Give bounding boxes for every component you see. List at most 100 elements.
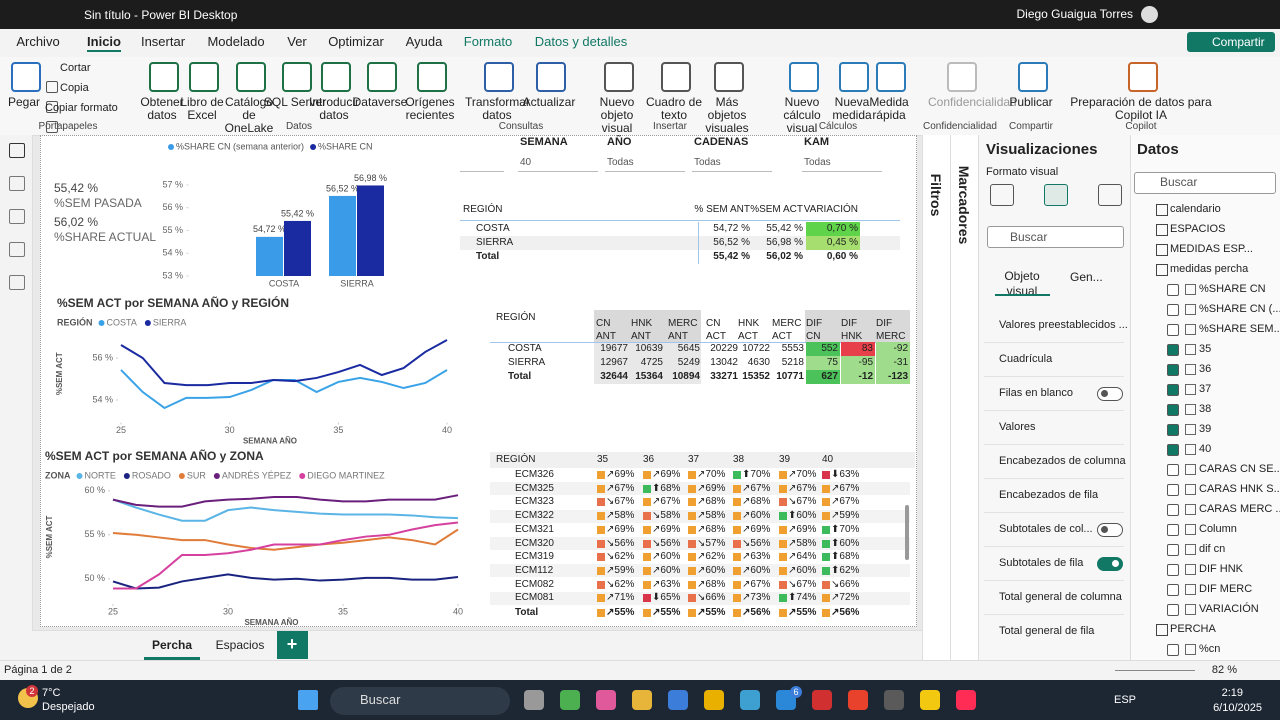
table-name[interactable]: medidas percha	[1170, 263, 1249, 275]
taskbar-app[interactable]	[668, 690, 688, 710]
checkbox[interactable]	[1167, 444, 1179, 456]
taskbar-app[interactable]	[920, 690, 940, 710]
menu-tab[interactable]: Datos y detalles	[534, 34, 628, 49]
ribbon-icon[interactable]	[484, 62, 514, 92]
slicer-value[interactable]: Todas	[694, 157, 721, 168]
checkbox[interactable]	[1167, 644, 1179, 656]
ribbon-button[interactable]: Más objetos visuales	[705, 95, 749, 135]
taskbar-app[interactable]	[812, 690, 832, 710]
checkbox[interactable]	[1167, 464, 1179, 476]
ribbon-button[interactable]: Nueva medida	[832, 95, 872, 122]
viz-tool[interactable]	[990, 184, 1014, 206]
ribbon-icon[interactable]	[1018, 62, 1048, 92]
ribbon-icon[interactable]	[604, 62, 634, 92]
slicer-dropdown[interactable]	[692, 171, 772, 172]
ribbon-button[interactable]: Cortar	[60, 62, 91, 74]
page-tab[interactable]: Espacios	[215, 638, 265, 652]
ribbon-icon[interactable]	[714, 62, 744, 92]
ribbon-button[interactable]: Pegar	[7, 95, 41, 109]
window-control[interactable]	[1248, 6, 1272, 23]
field-name[interactable]: 38	[1199, 403, 1212, 415]
format-section[interactable]: Valores	[999, 421, 1036, 433]
field-name[interactable]: DIF MERC	[1199, 583, 1253, 595]
ribbon-icon[interactable]	[321, 62, 351, 92]
viz-tool[interactable]	[1044, 184, 1068, 206]
format-section[interactable]: Cuadrícula	[999, 353, 1053, 365]
ribbon-icon[interactable]	[367, 62, 397, 92]
slicer-dropdown[interactable]	[460, 171, 504, 172]
search-placeholder[interactable]: Buscar	[360, 692, 401, 707]
slicer-dropdown[interactable]	[605, 171, 685, 172]
menu-tab[interactable]: Archivo	[16, 34, 60, 49]
format-section[interactable]: Encabezados de fila	[999, 489, 1099, 501]
taskbar-app[interactable]	[956, 690, 976, 710]
window-control[interactable]	[1212, 6, 1236, 23]
table-name[interactable]: PERCHA	[1170, 623, 1216, 635]
menu-tab[interactable]: Ayuda	[405, 34, 443, 49]
field-name[interactable]: 40	[1199, 443, 1212, 455]
format-section[interactable]: Subtotales de fila	[999, 557, 1084, 569]
checkbox[interactable]	[1167, 404, 1179, 416]
field-name[interactable]: %SHARE CN (...	[1199, 303, 1280, 315]
field-name[interactable]: CARAS MERC ...	[1199, 503, 1280, 515]
table-name[interactable]: ESPACIOS	[1170, 223, 1226, 235]
taskbar-app[interactable]	[524, 690, 544, 710]
slicer-value[interactable]: Todas	[607, 157, 634, 168]
table-name[interactable]: calendario	[1170, 203, 1221, 215]
menu-tab[interactable]: Insertar	[140, 34, 186, 49]
ribbon-icon[interactable]	[149, 62, 179, 92]
left-nav-model[interactable]	[9, 209, 25, 224]
menu-tab[interactable]: Ver	[287, 34, 307, 49]
format-section[interactable]: Total general de fila	[999, 625, 1095, 637]
ribbon-button[interactable]: Publicar	[1009, 95, 1053, 109]
checkbox[interactable]	[1167, 604, 1179, 616]
slicer-value[interactable]: 40	[520, 157, 532, 168]
ribbon-button[interactable]: Orígenes recientes	[405, 95, 455, 122]
taskbar-app[interactable]	[704, 690, 724, 710]
window-control[interactable]	[1176, 6, 1200, 23]
bookmarks-label[interactable]: Marcadores	[956, 165, 972, 245]
ribbon-icon[interactable]	[11, 62, 41, 92]
field-name[interactable]: CARAS HNK S...	[1199, 483, 1280, 495]
taskbar-app[interactable]	[560, 690, 580, 710]
share-label[interactable]: Compartir	[1212, 35, 1265, 49]
menu-tab[interactable]: Optimizar	[328, 34, 384, 49]
search-box[interactable]	[987, 226, 1124, 248]
field-name[interactable]: %SHARE SEM...	[1199, 323, 1280, 335]
taskbar-app[interactable]	[884, 690, 904, 710]
taskbar-search[interactable]	[330, 687, 510, 715]
checkbox[interactable]	[1167, 424, 1179, 436]
field-name[interactable]: %SHARE CN	[1199, 283, 1266, 295]
checkbox[interactable]	[1167, 384, 1179, 396]
pane-tab[interactable]: Gen...	[1070, 270, 1103, 284]
matrix-scrollbar[interactable]	[905, 505, 909, 560]
taskbar-app[interactable]	[632, 690, 652, 710]
ribbon-button[interactable]: Confidencialidad	[928, 95, 1017, 109]
format-section[interactable]: Total general de columna	[999, 591, 1122, 603]
ribbon-icon[interactable]	[189, 62, 219, 92]
left-nav-tmdl[interactable]	[9, 275, 25, 290]
checkbox[interactable]	[1167, 564, 1179, 576]
checkbox[interactable]	[1167, 304, 1179, 316]
ribbon-icon[interactable]	[789, 62, 819, 92]
ribbon-button[interactable]: Dataverse	[352, 95, 408, 109]
ribbon-button[interactable]: Copiar formato	[45, 102, 118, 114]
viz-tool[interactable]	[1098, 184, 1122, 206]
slicer-value[interactable]: Todas	[804, 157, 831, 168]
checkbox[interactable]	[1167, 364, 1179, 376]
start-button[interactable]	[298, 690, 318, 710]
search-placeholder[interactable]: Buscar	[1160, 175, 1198, 189]
filters-label[interactable]: Filtros	[928, 173, 944, 217]
format-section[interactable]: Valores preestablecidos ...	[999, 319, 1128, 331]
checkbox[interactable]	[1167, 584, 1179, 596]
add-page-label[interactable]: +	[286, 634, 298, 654]
field-name[interactable]: DIF HNK	[1199, 563, 1243, 575]
checkbox[interactable]	[1167, 524, 1179, 536]
ribbon-button[interactable]: Introducir datos	[308, 95, 360, 122]
ribbon-button[interactable]: Transformar datos	[465, 95, 530, 122]
checkbox[interactable]	[1167, 504, 1179, 516]
checkbox[interactable]	[1167, 324, 1179, 336]
format-section[interactable]: Filas en blanco	[999, 387, 1073, 399]
toggle[interactable]	[1097, 557, 1123, 571]
format-section[interactable]: Subtotales de col...	[999, 523, 1093, 535]
